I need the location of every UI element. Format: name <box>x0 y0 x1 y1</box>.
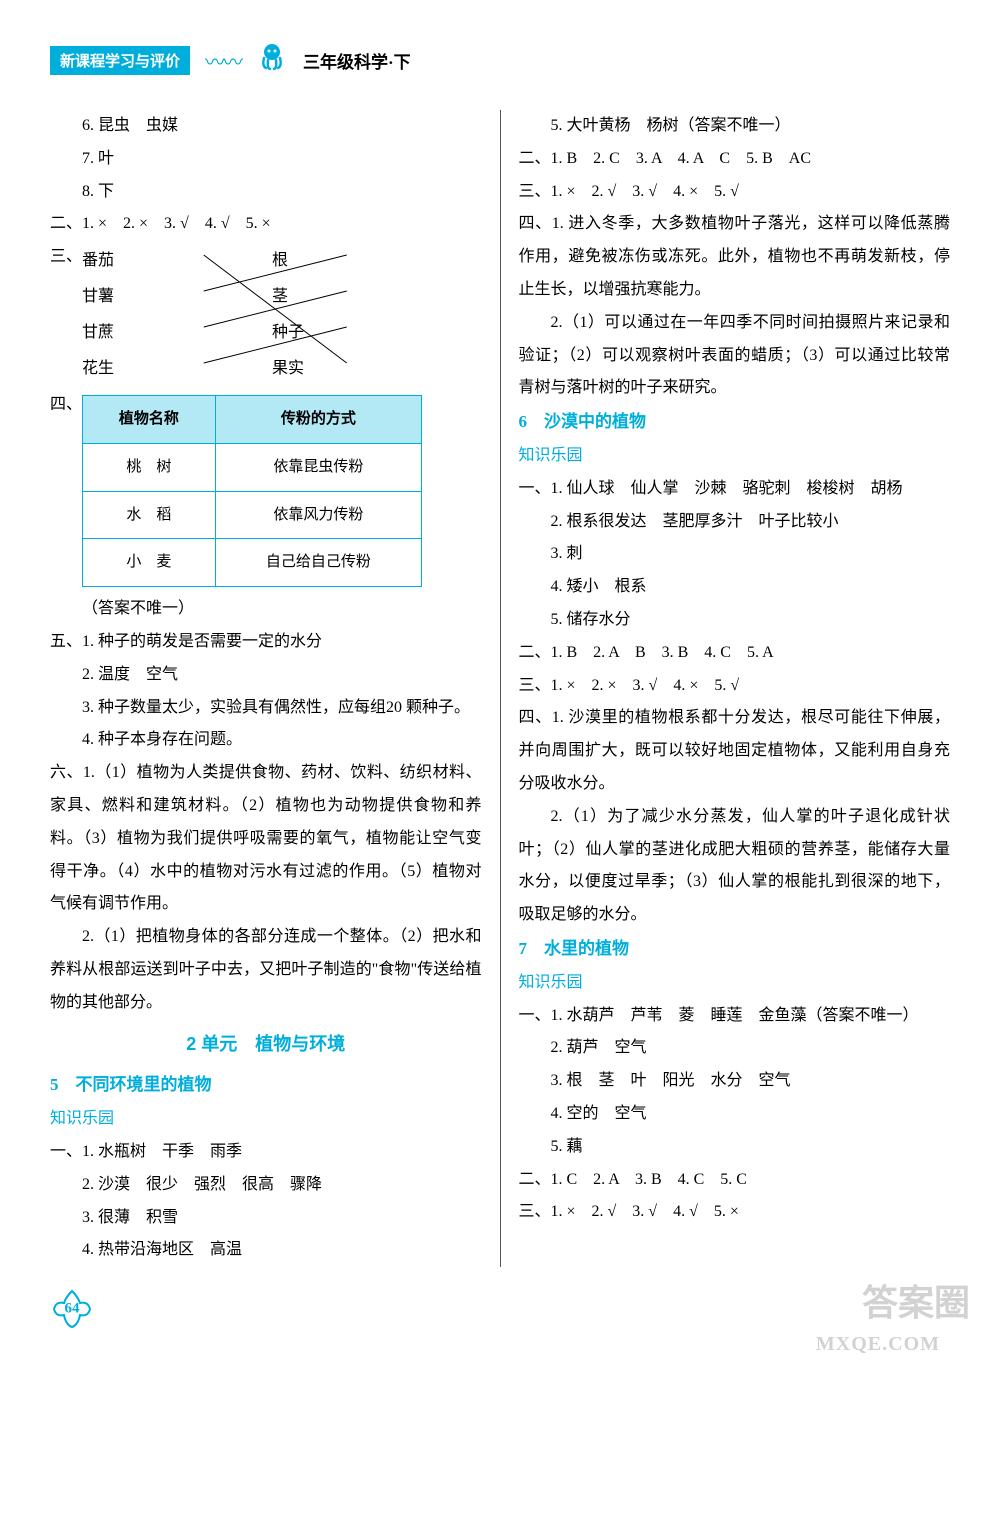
text-line: 4. 种子本身存在问题。 <box>50 724 482 757</box>
watermark-url: MXQE.COM <box>816 1333 940 1356</box>
text-paragraph: 四、1. 沙漠里的植物根系都十分发达，根尽可能往下伸展，并向周围扩大，既可以较好… <box>519 702 951 800</box>
content-columns: 6. 昆虫 虫媒 7. 叶 8. 下 二、1. × 2. × 3. √ 4. √… <box>50 110 950 1267</box>
text-line: 一、1. 水葫芦 芦苇 菱 睡莲 金鱼藻（答案不唯一） <box>519 1000 951 1033</box>
text-line: 4. 热带沿海地区 高温 <box>50 1234 482 1267</box>
text-line: 三、1. × 2. √ 3. √ 4. √ 5. × <box>519 1196 951 1229</box>
text-line: 5. 藕 <box>519 1131 951 1164</box>
text-line: 一、1. 仙人球 仙人掌 沙棘 骆驼刺 梭梭树 胡杨 <box>519 473 951 506</box>
text-line: 三、1. × 2. × 3. √ 4. × 5. √ <box>519 670 951 703</box>
header-wave-decoration: 〰〰 <box>205 46 241 75</box>
table-cell: 依靠昆虫传粉 <box>215 443 421 491</box>
table-cell: 小 麦 <box>83 539 216 587</box>
table-row: 水 稻依靠风力传粉 <box>83 491 422 539</box>
match-lines <box>82 245 481 385</box>
text-line: 3. 刺 <box>519 538 951 571</box>
subsection-title: 知识乐园 <box>50 1103 482 1136</box>
text-line: 5. 大叶黄杨 杨树（答案不唯一） <box>519 110 951 143</box>
page-header: 新课程学习与评价 〰〰 三年级科学·下 <box>50 40 950 80</box>
text-paragraph: 六、1.（1）植物为人类提供食物、药材、饮料、纺织材料、家具、燃料和建筑材料。（… <box>50 757 482 921</box>
table-cell: 自己给自己传粉 <box>215 539 421 587</box>
text-paragraph: 2.（1）把植物身体的各部分连成一个整体。（2）把水和养料从根部运送到叶子中去，… <box>50 921 482 1019</box>
header-badge: 新课程学习与评价 <box>50 46 190 75</box>
page: 新课程学习与评价 〰〰 三年级科学·下 6. 昆虫 虫媒 7. 叶 8. 下 二… <box>0 0 1000 1366</box>
text-paragraph: 2.（1）可以通过在一年四季不同时间拍摄照片来记录和验证；（2）可以观察树叶表面… <box>519 307 951 405</box>
text-line: 五、1. 种子的萌发是否需要一定的水分 <box>50 626 482 659</box>
right-column: 5. 大叶黄杨 杨树（答案不唯一） 二、1. B 2. C 3. A 4. A … <box>501 110 951 1267</box>
pollination-table: 植物名称 传粉的方式 桃 树依靠昆虫传粉 水 稻依靠风力传粉 小 麦自己给自己传… <box>82 395 422 587</box>
header-subtitle: 三年级科学·下 <box>303 48 411 73</box>
table-note: （答案不唯一） <box>50 593 482 626</box>
table-header-row: 植物名称 传粉的方式 <box>83 396 422 444</box>
text-line: 二、1. C 2. A 3. B 4. C 5. C <box>519 1164 951 1197</box>
text-line: 3. 很薄 积雪 <box>50 1202 482 1235</box>
table-cell: 桃 树 <box>83 443 216 491</box>
text-line: 2. 沙漠 很少 强烈 很高 骤降 <box>50 1169 482 1202</box>
text-line: 5. 储存水分 <box>519 604 951 637</box>
text-line: 4. 空的 空气 <box>519 1098 951 1131</box>
text-line: 二、1. B 2. A B 3. B 4. C 5. A <box>519 637 951 670</box>
lesson-title: 7 水里的植物 <box>519 932 951 967</box>
flower-icon: 64 <box>50 1287 94 1331</box>
lesson-title: 5 不同环境里的植物 <box>50 1068 482 1103</box>
lesson-title: 6 沙漠中的植物 <box>519 405 951 440</box>
table-header: 植物名称 <box>83 396 216 444</box>
text-line: 二、1. × 2. × 3. √ 4. √ 5. × <box>50 208 482 241</box>
text-line: 一、1. 水瓶树 干季 雨季 <box>50 1136 482 1169</box>
text-paragraph: 2.（1）为了减少水分蒸发，仙人掌的叶子退化成针状叶；（2）仙人掌的茎进化成肥大… <box>519 801 951 932</box>
text-line: 8. 下 <box>50 176 482 209</box>
text-line: 2. 根系很发达 茎肥厚多汁 叶子比较小 <box>519 506 951 539</box>
text-paragraph: 3. 种子数量太少，实验具有偶然性，应每组20 颗种子。 <box>50 692 482 725</box>
section-number: 三、 <box>50 241 82 274</box>
text-line: 3. 根 茎 叶 阳光 水分 空气 <box>519 1065 951 1098</box>
left-column: 6. 昆虫 虫媒 7. 叶 8. 下 二、1. × 2. × 3. √ 4. √… <box>50 110 501 1267</box>
matching-diagram: 番茄 甘薯 甘蔗 花生 根 茎 种子 果实 <box>82 245 481 385</box>
page-number-container: 64 <box>50 1287 950 1336</box>
matching-section: 三、 番茄 甘薯 甘蔗 花生 根 茎 种子 果实 <box>50 241 482 389</box>
text-line: 7. 叶 <box>50 143 482 176</box>
text-paragraph: 四、1. 进入冬季，大多数植物叶子落光，这样可以降低蒸腾作用，避免被冻伤或冻死。… <box>519 208 951 306</box>
table-row: 桃 树依靠昆虫传粉 <box>83 443 422 491</box>
page-number: 64 <box>65 1301 80 1318</box>
subsection-title: 知识乐园 <box>519 440 951 473</box>
table-section: 四、 植物名称 传粉的方式 桃 树依靠昆虫传粉 水 稻依靠风力传粉 小 麦自己给… <box>50 389 482 593</box>
octopus-icon <box>256 40 288 80</box>
text-line: 2. 葫芦 空气 <box>519 1032 951 1065</box>
text-line: 4. 矮小 根系 <box>519 571 951 604</box>
text-line: 三、1. × 2. √ 3. √ 4. × 5. √ <box>519 176 951 209</box>
table-cell: 依靠风力传粉 <box>215 491 421 539</box>
table-cell: 水 稻 <box>83 491 216 539</box>
unit-title: 2 单元 植物与环境 <box>50 1026 482 1063</box>
text-line: 二、1. B 2. C 3. A 4. A C 5. B AC <box>519 143 951 176</box>
table-row: 小 麦自己给自己传粉 <box>83 539 422 587</box>
subsection-title: 知识乐园 <box>519 967 951 1000</box>
section-number: 四、 <box>50 389 82 422</box>
text-line: 2. 温度 空气 <box>50 659 482 692</box>
text-line: 6. 昆虫 虫媒 <box>50 110 482 143</box>
table-header: 传粉的方式 <box>215 396 421 444</box>
